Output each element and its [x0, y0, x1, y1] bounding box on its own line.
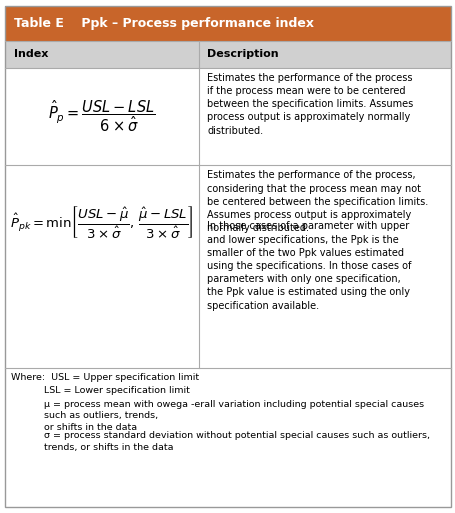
Bar	[5, 68, 199, 165]
Text: μ = process mean with owega -erall variation including potential special causes
: μ = process mean with owega -erall varia…	[11, 400, 423, 432]
Text: Table E    Ppk – Process performance index: Table E Ppk – Process performance index	[14, 17, 313, 30]
Bar	[5, 6, 450, 41]
Text: LSL = Lower specification limit: LSL = Lower specification limit	[11, 386, 189, 396]
Text: Index: Index	[14, 49, 48, 60]
Text: Estimates the performance of the process,
considering that the process mean may : Estimates the performance of the process…	[207, 170, 428, 233]
Bar	[199, 41, 450, 68]
Text: $\hat{P}_p = \dfrac{USL - LSL}{6 \times \hat{\sigma}}$: $\hat{P}_p = \dfrac{USL - LSL}{6 \times …	[48, 99, 156, 134]
Text: σ = process standard deviation without potential special causes such as outliers: σ = process standard deviation without p…	[11, 431, 429, 452]
Text: Description: Description	[207, 49, 278, 60]
Bar	[199, 68, 450, 165]
Bar	[199, 165, 450, 368]
Text: Where:  USL = Upper specification limit: Where: USL = Upper specification limit	[11, 373, 199, 382]
Bar	[5, 165, 199, 368]
Bar	[5, 41, 199, 68]
Bar	[5, 368, 450, 513]
Text: Estimates the performance of the process
if the process mean were to be centered: Estimates the performance of the process…	[207, 73, 413, 135]
Text: $\hat{P}_{pk} = \min\left[\dfrac{USL - \hat{\mu}}{3 \times \hat{\sigma}},\, \dfr: $\hat{P}_{pk} = \min\left[\dfrac{USL - \…	[10, 204, 194, 240]
Text: In those cases of a parameter with upper
and lower specifications, the Ppk is th: In those cases of a parameter with upper…	[207, 222, 411, 310]
